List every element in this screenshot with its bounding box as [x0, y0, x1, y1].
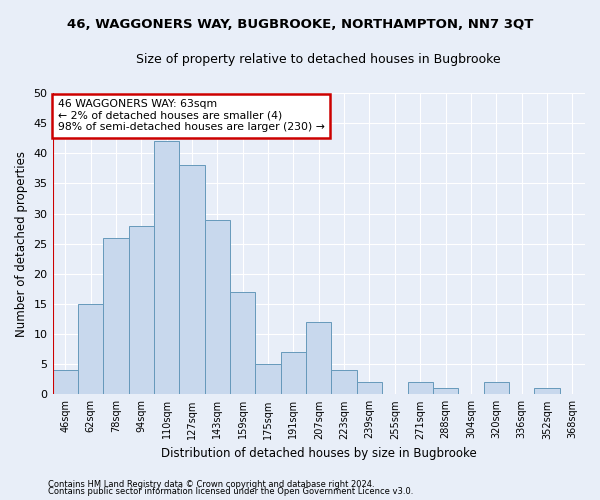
Bar	[78, 304, 103, 394]
Bar	[281, 352, 306, 395]
Bar	[103, 238, 128, 394]
Y-axis label: Number of detached properties: Number of detached properties	[15, 150, 28, 336]
Bar	[128, 226, 154, 394]
Bar	[407, 382, 433, 394]
Bar	[357, 382, 382, 394]
Text: Contains HM Land Registry data © Crown copyright and database right 2024.: Contains HM Land Registry data © Crown c…	[48, 480, 374, 489]
Bar	[534, 388, 560, 394]
Title: Size of property relative to detached houses in Bugbrooke: Size of property relative to detached ho…	[136, 52, 501, 66]
Bar	[433, 388, 458, 394]
Bar	[179, 166, 205, 394]
Bar	[154, 142, 179, 394]
Text: 46 WAGGONERS WAY: 63sqm
← 2% of detached houses are smaller (4)
98% of semi-deta: 46 WAGGONERS WAY: 63sqm ← 2% of detached…	[58, 99, 325, 132]
Bar	[230, 292, 256, 394]
X-axis label: Distribution of detached houses by size in Bugbrooke: Distribution of detached houses by size …	[161, 447, 476, 460]
Bar	[256, 364, 281, 394]
Text: 46, WAGGONERS WAY, BUGBROOKE, NORTHAMPTON, NN7 3QT: 46, WAGGONERS WAY, BUGBROOKE, NORTHAMPTO…	[67, 18, 533, 30]
Bar	[306, 322, 331, 394]
Bar	[484, 382, 509, 394]
Bar	[205, 220, 230, 394]
Bar	[331, 370, 357, 394]
Bar	[53, 370, 78, 394]
Text: Contains public sector information licensed under the Open Government Licence v3: Contains public sector information licen…	[48, 487, 413, 496]
